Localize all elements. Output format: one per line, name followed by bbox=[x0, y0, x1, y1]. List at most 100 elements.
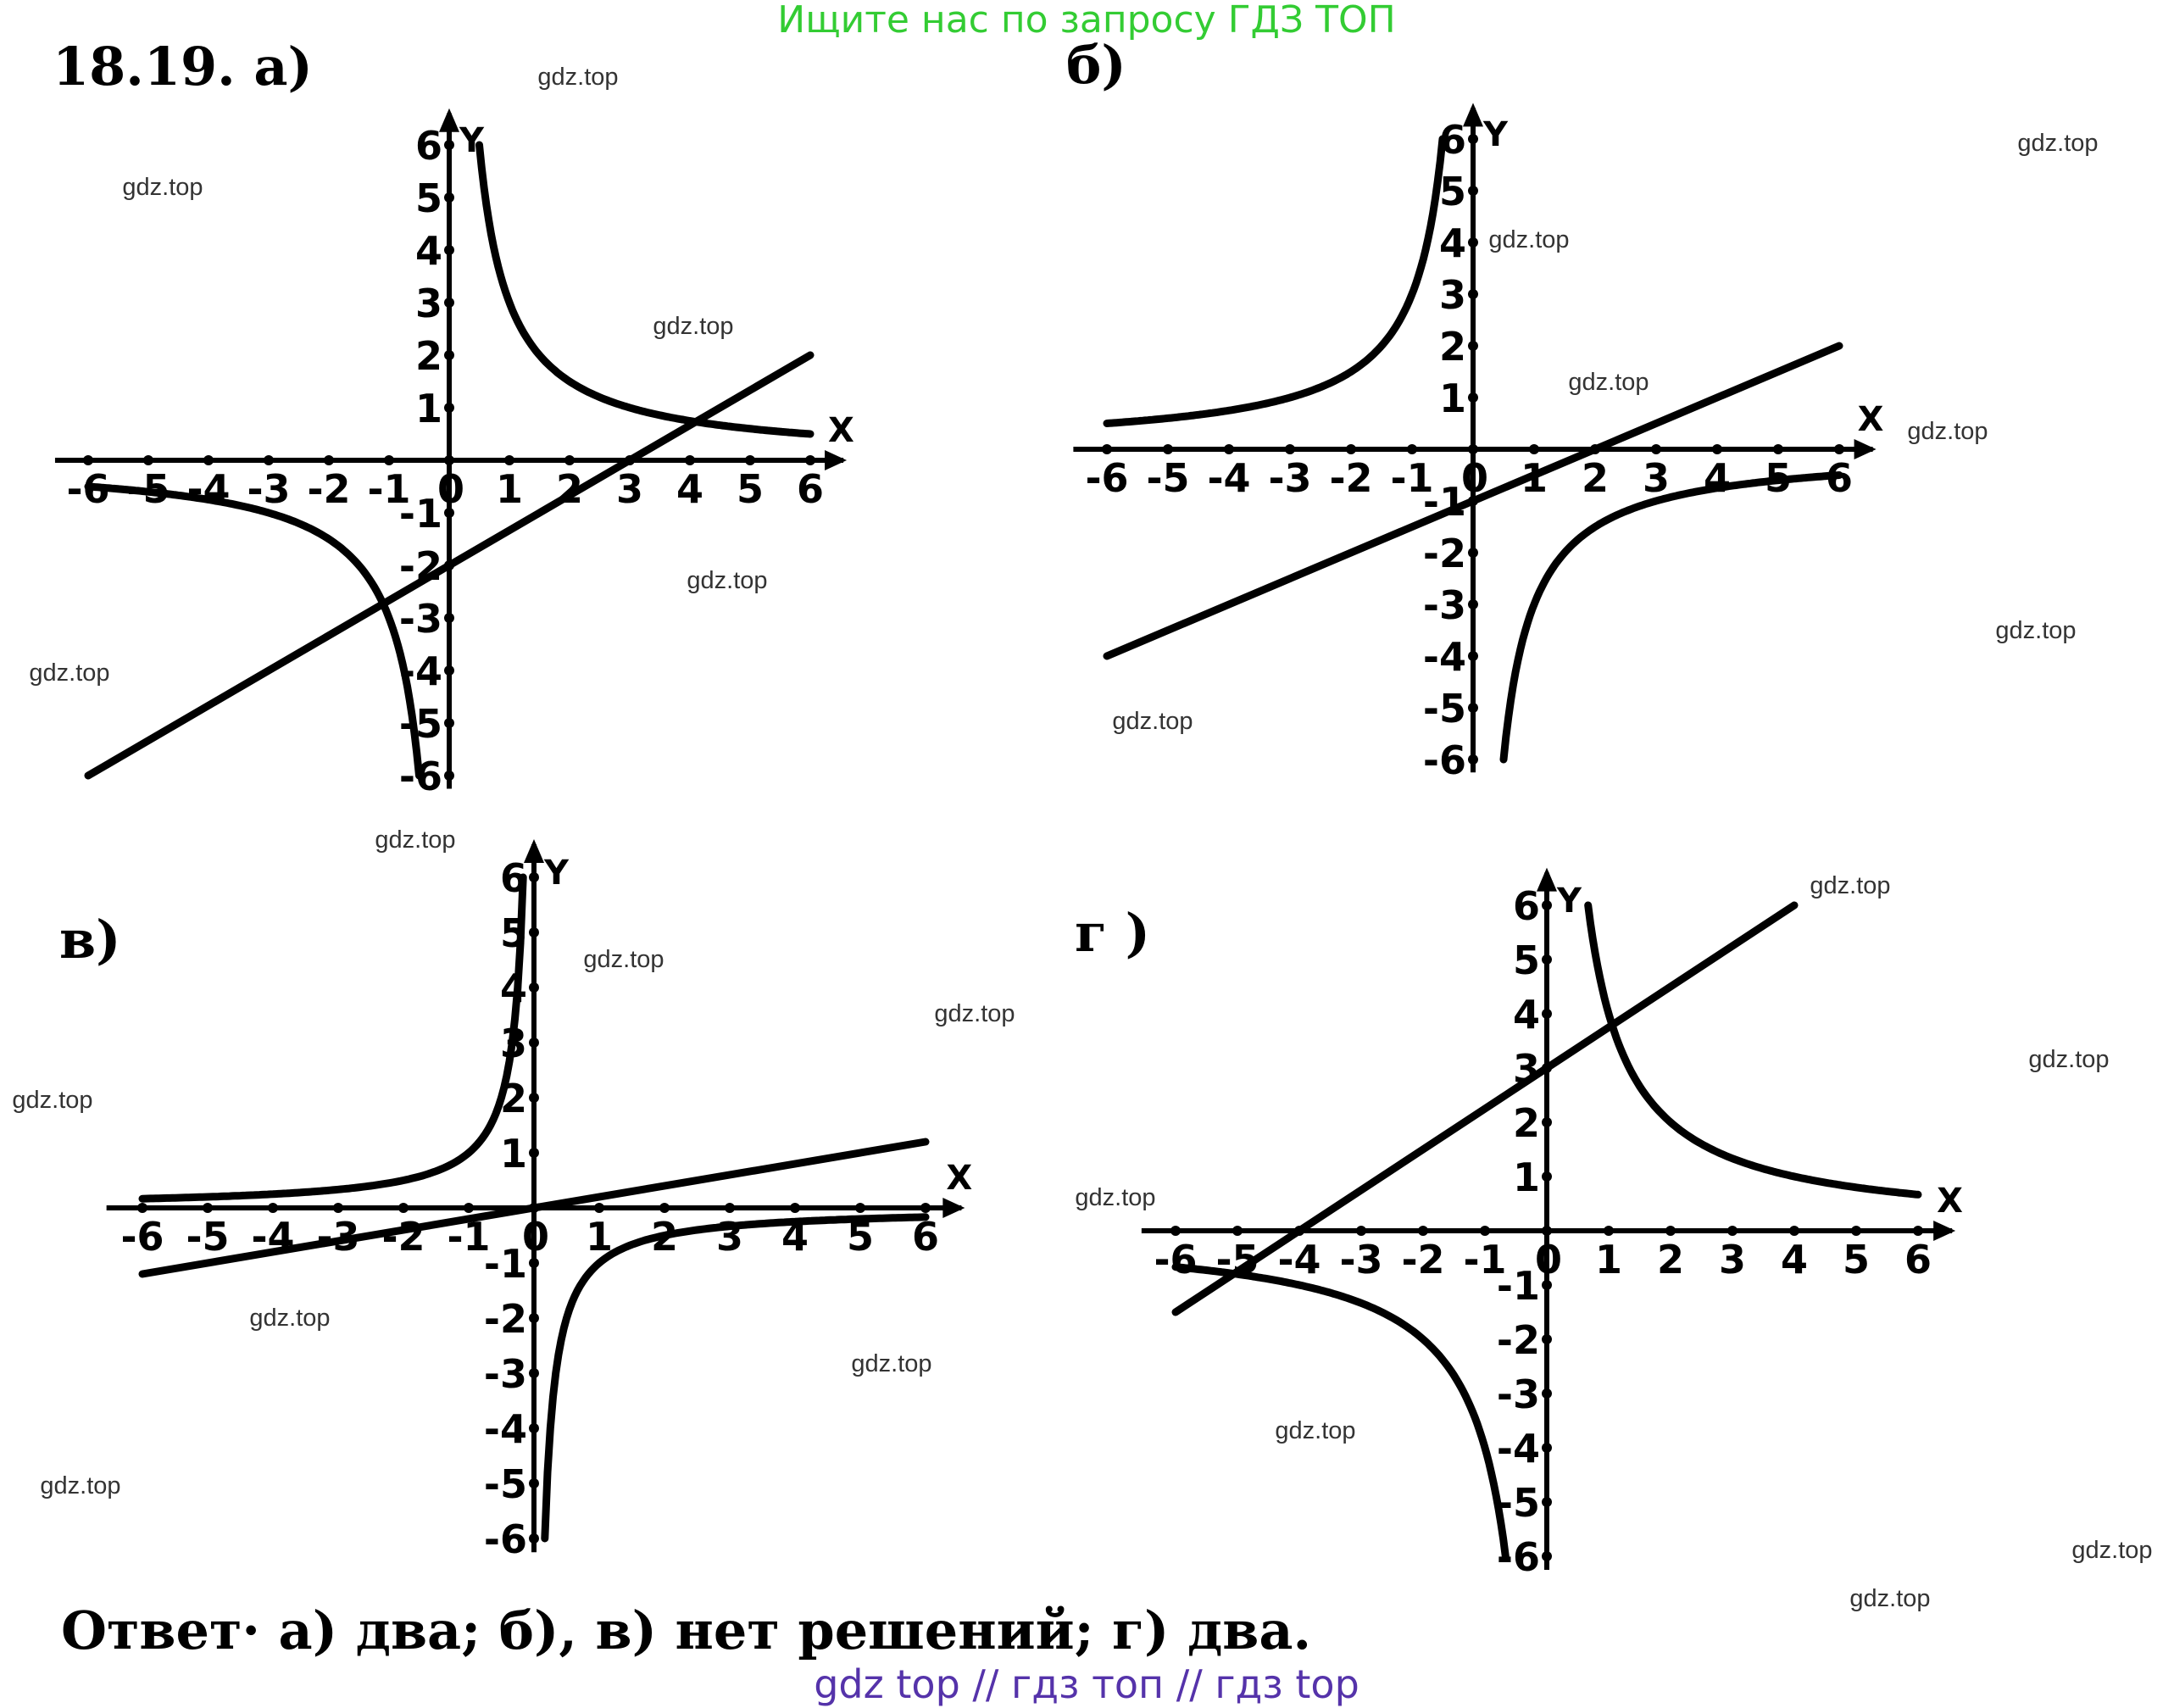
x-tick-label: 4 bbox=[1781, 1237, 1808, 1282]
y-tick-label: 6 bbox=[1513, 883, 1540, 929]
x-tick bbox=[1407, 444, 1417, 454]
y-tick bbox=[444, 298, 454, 308]
panel-label: б) bbox=[1066, 34, 1126, 96]
x-tick-label: 4 bbox=[1704, 455, 1731, 501]
watermark: gdz.top bbox=[2071, 1537, 2152, 1564]
y-tick-label: -5 bbox=[399, 701, 442, 747]
y-axis-arrow bbox=[1463, 103, 1483, 127]
x-tick bbox=[464, 1203, 474, 1213]
x-tick bbox=[594, 1203, 604, 1213]
y-tick-label: 4 bbox=[1439, 220, 1466, 266]
x-tick bbox=[384, 455, 394, 465]
y-tick bbox=[444, 718, 454, 728]
y-tick bbox=[529, 927, 539, 937]
x-tick-label: -1 bbox=[1390, 455, 1433, 501]
x-tick bbox=[203, 1203, 213, 1213]
watermark: gdz.top bbox=[653, 313, 733, 340]
y-tick bbox=[444, 245, 454, 255]
watermark: gdz.top bbox=[1568, 369, 1649, 396]
y-tick bbox=[529, 1038, 539, 1048]
x-axis-name: X bbox=[1937, 1182, 1963, 1221]
y-tick-label: -2 bbox=[1423, 531, 1466, 576]
y-tick bbox=[529, 1368, 539, 1378]
y-tick-label: 1 bbox=[415, 386, 442, 431]
y-tick bbox=[1468, 599, 1478, 609]
x-tick bbox=[745, 455, 755, 465]
watermark-layer: gdz.top gdz.top gdz.top gdz.top gdz.top gdz.t… bbox=[12, 64, 2152, 1612]
y-tick-label: -4 bbox=[1497, 1426, 1540, 1472]
x-tick bbox=[1604, 1226, 1614, 1236]
chart-v: в)XY-6 -5 -4 -3 -2 -1 0 1 2 3 4 5 6654321-1-2-3-4-5-… bbox=[59, 839, 972, 1562]
search-banner[interactable]: Ищите нас по запросу ГДЗ ТОП bbox=[777, 0, 1395, 42]
x-tick bbox=[1851, 1226, 1861, 1236]
y-tick bbox=[444, 613, 454, 623]
y-tick-label: 1 bbox=[1513, 1154, 1540, 1200]
x-tick-label: -4 bbox=[1207, 455, 1250, 501]
watermark: gdz.top bbox=[40, 1472, 120, 1499]
y-tick bbox=[1542, 1009, 1552, 1019]
x-tick bbox=[324, 455, 334, 465]
x-tick-label: 3 bbox=[1719, 1237, 1746, 1282]
y-axis-name: Y bbox=[1556, 882, 1582, 921]
watermark: gdz.top bbox=[29, 659, 109, 687]
y-tick bbox=[1542, 900, 1552, 910]
y-axis-arrow bbox=[524, 839, 544, 863]
x-tick-label: 0 bbox=[1535, 1237, 1562, 1282]
y-tick bbox=[1468, 703, 1478, 713]
x-tick-label: -6 bbox=[120, 1214, 164, 1260]
y-tick-label: 5 bbox=[415, 175, 442, 221]
y-tick bbox=[1542, 1551, 1552, 1561]
hyperbola-branch-right bbox=[541, 1213, 930, 1543]
y-tick bbox=[1542, 1497, 1552, 1507]
watermark: gdz.top bbox=[851, 1350, 931, 1377]
y-tick-label: -5 bbox=[1423, 686, 1466, 732]
y-tick bbox=[1468, 186, 1478, 196]
x-tick-label: 3 bbox=[716, 1214, 743, 1260]
x-axis-arrow bbox=[825, 450, 848, 470]
watermark: gdz.top bbox=[375, 826, 455, 854]
footer-links[interactable]: gdz top // гдз топ // гдз top bbox=[814, 1661, 1359, 1707]
y-tick bbox=[529, 1423, 539, 1433]
x-tick bbox=[398, 1203, 409, 1213]
y-tick-label: -2 bbox=[1497, 1317, 1540, 1363]
y-tick-label: 4 bbox=[1513, 992, 1540, 1038]
x-tick-label: 4 bbox=[676, 466, 703, 512]
y-axis-name: Y bbox=[543, 854, 570, 893]
hyperbola-branch-right bbox=[1499, 471, 1843, 764]
y-tick bbox=[1542, 954, 1552, 965]
x-tick-label: -1 bbox=[1463, 1237, 1506, 1282]
x-tick bbox=[1170, 1226, 1181, 1236]
y-tick-label: 3 bbox=[415, 281, 442, 326]
y-tick bbox=[529, 1313, 539, 1323]
x-tick bbox=[1665, 1226, 1676, 1236]
y-tick bbox=[444, 665, 454, 676]
y-tick-label: 3 bbox=[1439, 272, 1466, 318]
y-tick bbox=[1468, 548, 1478, 558]
watermark: gdz.top bbox=[12, 1087, 92, 1114]
x-tick bbox=[790, 1203, 800, 1213]
y-tick bbox=[529, 1258, 539, 1268]
x-axis-name: X bbox=[1858, 400, 1884, 439]
y-tick bbox=[529, 872, 539, 882]
y-tick bbox=[529, 982, 539, 993]
x-tick bbox=[333, 1203, 343, 1213]
y-tick-label: -2 bbox=[484, 1296, 527, 1342]
x-tick-label: -1 bbox=[367, 466, 410, 512]
x-tick-label: -6 bbox=[1085, 455, 1128, 501]
x-tick bbox=[1418, 1226, 1428, 1236]
x-tick bbox=[203, 455, 214, 465]
watermark: gdz.top bbox=[1275, 1417, 1355, 1444]
x-tick bbox=[268, 1203, 278, 1213]
panel-label: г ) bbox=[1075, 902, 1150, 964]
y-tick-label: 1 bbox=[1439, 376, 1466, 421]
y-tick bbox=[1468, 289, 1478, 299]
y-tick-label: -4 bbox=[484, 1406, 527, 1452]
x-tick-label: 6 bbox=[1904, 1237, 1932, 1282]
x-axis-arrow bbox=[1854, 439, 1877, 459]
x-axis-arrow bbox=[1933, 1221, 1956, 1241]
y-tick-label: 6 bbox=[415, 123, 442, 169]
watermark: gdz.top bbox=[934, 1000, 1015, 1027]
watermark: gdz.top bbox=[1907, 418, 1988, 445]
x-axis-name: X bbox=[946, 1159, 972, 1198]
x-tick-label: 3 bbox=[616, 466, 643, 512]
